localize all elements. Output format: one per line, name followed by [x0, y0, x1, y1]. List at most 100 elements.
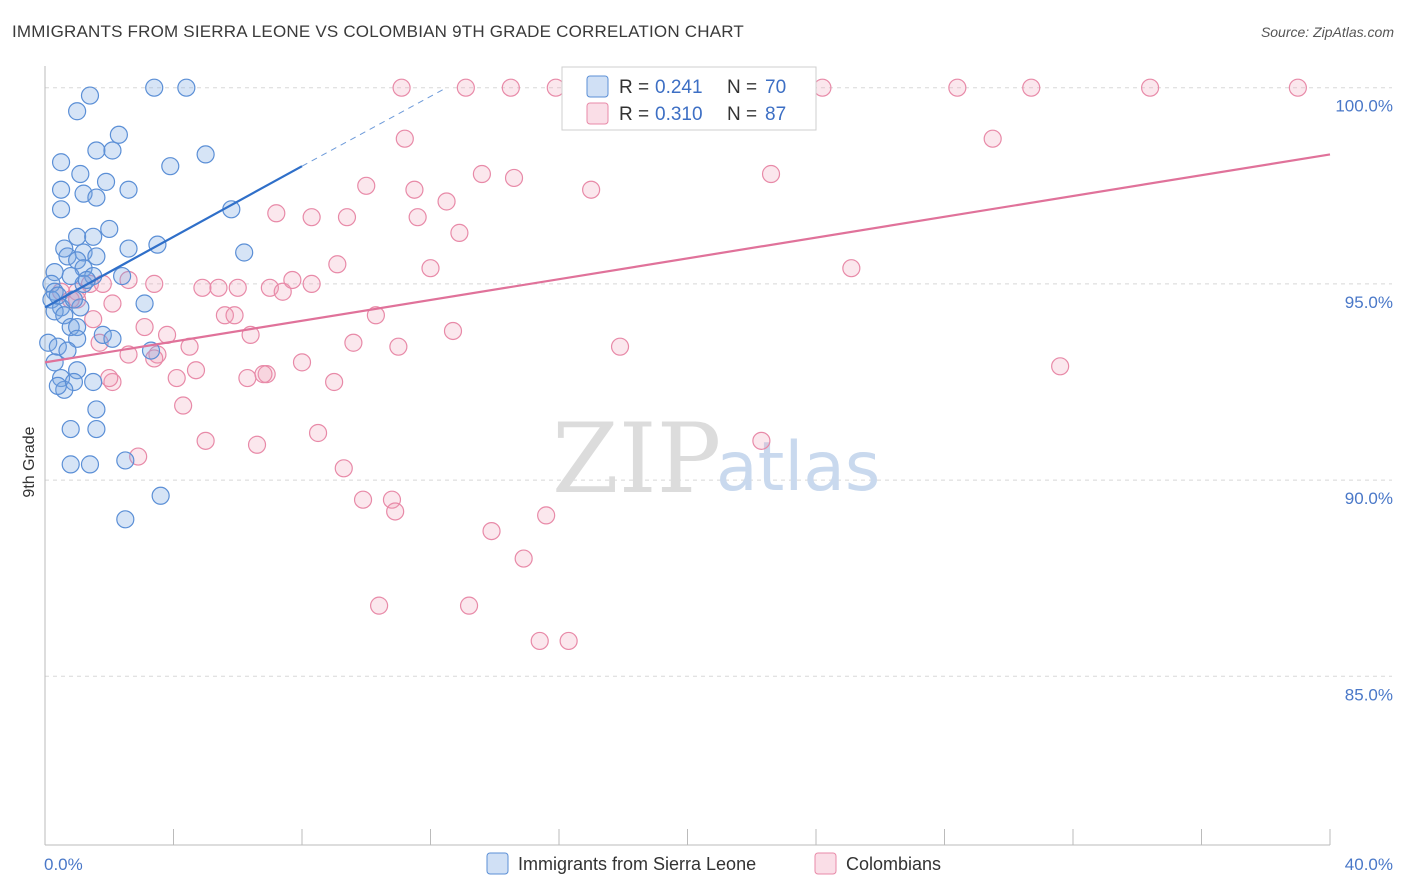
legend-r-value-pink: 0.310: [655, 104, 703, 125]
sierra-leone-point-9: [161, 157, 180, 176]
colombian-point-64: [325, 372, 344, 392]
sierra-leone-point-58: [48, 376, 67, 396]
sierra-leone-point-55: [84, 372, 103, 392]
colombian-point-65: [174, 396, 193, 415]
sierra-leone-point-4: [109, 125, 128, 144]
sierra-leone-point-46: [103, 329, 122, 348]
sierra-leone-point-48: [39, 333, 58, 352]
legend-swatch-pink: [586, 102, 609, 125]
colombian-point-7: [948, 78, 967, 97]
colombian-point-68: [247, 435, 267, 454]
colombian-point-21: [302, 208, 321, 227]
sierra-leone-point-45: [93, 325, 112, 344]
legend-n-value-pink: 87: [765, 104, 786, 125]
legend-n-label-pink: N =: [727, 104, 757, 125]
colombian-point-75: [537, 506, 556, 525]
sierra-leone-point-2: [80, 86, 100, 105]
sierra-leone-point-17: [51, 200, 71, 219]
colombian-point-61: [238, 368, 257, 388]
correlation-legend: R = 0.241 N = 70 R = 0.310 N = 87: [561, 66, 817, 131]
colombian-point-85: [344, 333, 363, 352]
colombian-point-23: [408, 208, 427, 227]
sierra-leone-point-0: [145, 78, 164, 97]
colombian-point-18: [582, 180, 601, 199]
x-tick-label-1: 40.0%: [1345, 855, 1393, 874]
sierra-leone-point-19: [68, 227, 87, 246]
colombian-point-26: [421, 259, 440, 278]
colombian-point-78: [370, 596, 389, 615]
sierra-leone-point-33: [112, 266, 132, 286]
axes: [44, 66, 1331, 846]
legend-n-value-blue: 70: [765, 77, 786, 98]
colombian-point-41: [103, 294, 122, 313]
colombian-point-25: [328, 255, 347, 274]
colombian-point-9: [1140, 78, 1160, 97]
y-axis-label: 9th Grade: [21, 426, 38, 497]
sierra-leone-point-27: [87, 247, 106, 266]
sierra-leone-point-18: [100, 219, 119, 239]
colombian-point-42: [215, 306, 234, 325]
colombian-point-27: [842, 259, 861, 278]
colombian-point-30: [209, 278, 228, 297]
colombian-point-34: [283, 270, 302, 290]
sierra-leone-point-10: [71, 164, 90, 184]
sierra-leone-point-26: [58, 247, 77, 266]
sierra-leone-trend-line: [44, 165, 303, 309]
sierra-leone-point-5: [87, 141, 106, 160]
sierra-leone-point-15: [87, 188, 106, 207]
sierra-leone-point-49: [48, 337, 67, 356]
colombian-point-8: [1022, 78, 1041, 97]
y-tick-label-0: 100.0%: [1335, 97, 1393, 116]
sierra-leone-point-43: [61, 317, 80, 337]
colombian-point-2: [501, 78, 520, 97]
colombian-point-81: [559, 631, 578, 651]
series-legend: Immigrants from Sierra Leone Colombians: [486, 852, 941, 875]
bottom-legend-label-blue: Immigrants from Sierra Leone: [518, 854, 756, 874]
y-tick-labels: 100.0% 95.0% 90.0% 85.0%: [1335, 97, 1393, 705]
colombian-point-72: [353, 490, 373, 509]
colombian-point-0: [392, 78, 411, 97]
colombian-point-12: [983, 129, 1002, 148]
colombian-point-67: [196, 431, 215, 450]
sierra-leone-point-12: [51, 180, 71, 199]
sierra-leone-point-25: [235, 243, 254, 262]
colombian-point-45: [84, 310, 103, 329]
sierra-leone-point-7: [196, 145, 215, 164]
colombian-point-66: [308, 423, 328, 443]
colombian-point-17: [405, 180, 424, 199]
watermark-zip: ZIP: [552, 403, 721, 515]
colombian-point-44: [366, 306, 385, 325]
chart-title: IMMIGRANTS FROM SIERRA LEONE VS COLOMBIA…: [12, 22, 744, 41]
colombian-point-11: [395, 129, 414, 148]
sierra-leone-point-42: [55, 306, 74, 325]
colombian-point-79: [459, 596, 479, 615]
sierra-leone-point-65: [151, 486, 170, 505]
colombian-point-10: [1288, 78, 1307, 97]
colombian-point-33: [273, 282, 292, 301]
source-credit: Source: ZipAtlas.com: [1260, 24, 1394, 40]
colombian-point-82: [100, 368, 119, 388]
sierra-leone-point-21: [119, 239, 138, 258]
sierra-leone-points: [39, 78, 254, 529]
sierra-leone-point-64: [80, 455, 100, 474]
sierra-leone-point-66: [116, 510, 135, 529]
colombian-point-69: [752, 431, 771, 450]
colombian-point-24: [450, 223, 469, 242]
watermark-atlas: atlas: [716, 428, 880, 507]
trend-lines: [44, 87, 1331, 364]
sierra-leone-point-53: [68, 361, 87, 380]
colombian-point-14: [504, 168, 524, 188]
colombian-point-20: [267, 204, 286, 223]
colombian-point-59: [186, 361, 206, 380]
sierra-leone-point-59: [87, 400, 106, 419]
colombian-point-29: [193, 278, 212, 297]
colombian-point-16: [357, 176, 376, 195]
sierra-leone-point-6: [103, 141, 122, 160]
colombian-point-71: [334, 459, 353, 478]
colombians-points: [51, 78, 1307, 651]
sierra-leone-point-13: [119, 180, 138, 199]
colombian-point-63: [167, 368, 186, 388]
sierra-leone-point-11: [96, 172, 116, 191]
colombian-point-35: [302, 274, 321, 293]
